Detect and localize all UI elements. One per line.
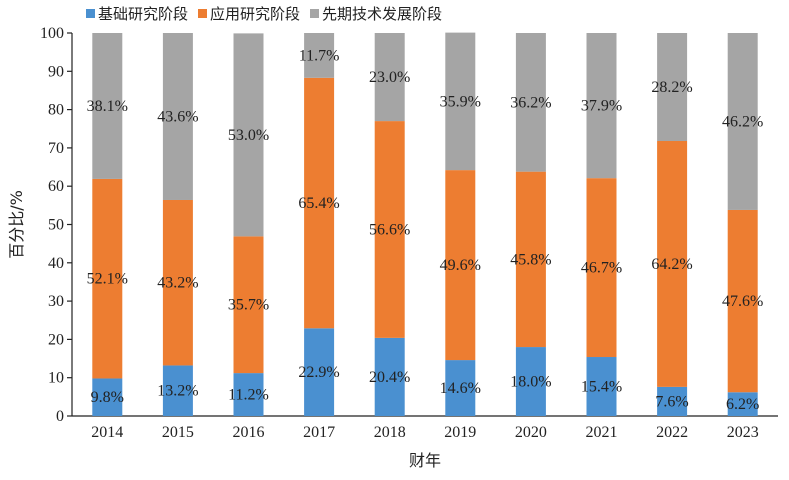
bar-segment-2 — [233, 236, 264, 374]
y-tick-label: 10 — [48, 370, 64, 387]
bar-segment-3 — [304, 33, 335, 78]
x-tick-label: 2023 — [727, 424, 759, 441]
bar-segment-3 — [233, 33, 264, 237]
x-tick-label: 2018 — [374, 424, 406, 441]
y-tick-label: 0 — [56, 408, 64, 425]
data-label: 37.9% — [581, 98, 622, 115]
data-label: 53.0% — [228, 127, 269, 144]
legend-label: 应用研究阶段 — [210, 5, 300, 23]
bar-segment-1 — [162, 365, 193, 416]
x-tick-label: 2021 — [586, 424, 618, 441]
bar-segment-3 — [92, 33, 123, 179]
y-tick-label: 20 — [48, 331, 64, 348]
data-label: 56.6% — [369, 221, 410, 238]
y-axis-title: 百分比/% — [7, 190, 26, 259]
data-label: 23.0% — [369, 69, 410, 86]
data-label: 15.4% — [581, 379, 622, 396]
data-label: 52.1% — [87, 271, 128, 288]
legend-label: 先期技术发展阶段 — [322, 5, 442, 23]
x-tick-label: 2014 — [91, 424, 123, 441]
legend: 基础研究阶段 应用研究阶段 先期技术发展阶段 — [86, 5, 442, 23]
data-label: 20.4% — [369, 369, 410, 386]
legend-swatch — [86, 9, 95, 18]
data-label: 64.2% — [651, 256, 692, 273]
y-tick-label: 80 — [48, 102, 64, 119]
data-label: 65.4% — [298, 195, 339, 212]
y-tick-label: 40 — [48, 255, 64, 272]
data-label: 43.2% — [157, 275, 198, 292]
x-tick-label: 2020 — [515, 424, 547, 441]
bar-segment-2 — [657, 141, 688, 387]
bar-segment-3 — [374, 33, 405, 122]
data-label: 11.2% — [228, 387, 269, 404]
legend-swatch — [310, 9, 319, 18]
x-tick-label: 2017 — [303, 424, 335, 441]
bar-segment-2 — [162, 199, 193, 366]
data-label: 6.2% — [726, 396, 759, 413]
data-label: 7.6% — [655, 393, 688, 410]
data-label: 35.9% — [440, 93, 481, 110]
x-axis-title: 财年 — [409, 451, 441, 470]
bar-segment-1 — [233, 373, 264, 416]
bar-segment-1 — [304, 328, 335, 416]
data-label: 28.2% — [651, 79, 692, 96]
bar-segment-1 — [657, 386, 688, 416]
x-tick-label: 2022 — [656, 424, 688, 441]
data-label: 14.6% — [440, 380, 481, 397]
legend-swatch — [198, 9, 207, 18]
data-label: 11.7% — [299, 47, 340, 64]
legend-label: 基础研究阶段 — [98, 5, 188, 23]
y-axis: 0 10 20 30 40 50 60 70 80 90 100 — [40, 25, 73, 425]
y-tick-label: 90 — [48, 63, 64, 80]
data-label: 36.2% — [510, 94, 551, 111]
bar-segment-2 — [304, 77, 335, 329]
bar-segment-1 — [586, 357, 617, 416]
y-tick-label: 60 — [48, 178, 64, 195]
bar-segment-1 — [515, 347, 546, 416]
data-label: 35.7% — [228, 297, 269, 314]
data-label: 22.9% — [298, 364, 339, 381]
bar-segment-3 — [515, 33, 546, 172]
bar-segment-3 — [657, 33, 688, 142]
data-label: 18.0% — [510, 374, 551, 391]
data-label: 46.7% — [581, 260, 622, 277]
bar-segment-2 — [586, 178, 617, 358]
bar-segment-1 — [445, 360, 476, 416]
bar-segment-2 — [92, 178, 123, 379]
data-label: 13.2% — [157, 383, 198, 400]
bar-segment-2 — [445, 170, 476, 361]
bars — [92, 32, 758, 416]
x-tick-label: 2016 — [233, 424, 265, 441]
bar-segment-1 — [92, 378, 123, 416]
data-label: 47.6% — [722, 293, 763, 310]
bar-segment-1 — [727, 392, 758, 416]
data-label: 38.1% — [87, 98, 128, 115]
bar-segment-2 — [515, 171, 546, 348]
bar-segment-3 — [162, 33, 193, 200]
y-tick-label: 70 — [48, 140, 64, 157]
x-tick-label: 2019 — [444, 424, 476, 441]
data-label: 45.8% — [510, 251, 551, 268]
bar-segment-3 — [445, 32, 476, 171]
bar-segment-2 — [374, 121, 405, 338]
bar-segment-2 — [727, 209, 758, 393]
data-label: 49.6% — [440, 257, 481, 274]
y-tick-label: 30 — [48, 293, 64, 310]
x-tick-label: 2015 — [162, 424, 194, 441]
y-tick-label: 50 — [48, 217, 64, 234]
x-axis: 2014 2015 2016 2017 2018 2019 2020 2021 2022 2023 — [72, 415, 778, 441]
data-label: 46.2% — [722, 113, 763, 130]
data-labels: 9.8% 52.1% 38.1% 13.2% 43.2% 43.6% 11.2% 35.7% 5… — [87, 47, 764, 413]
y-tick-label: 100 — [40, 25, 64, 42]
bar-segment-3 — [586, 33, 617, 179]
data-label: 9.8% — [91, 389, 124, 406]
bar-segment-3 — [727, 33, 758, 210]
data-label: 43.6% — [157, 108, 198, 125]
bar-segment-1 — [374, 337, 405, 416]
